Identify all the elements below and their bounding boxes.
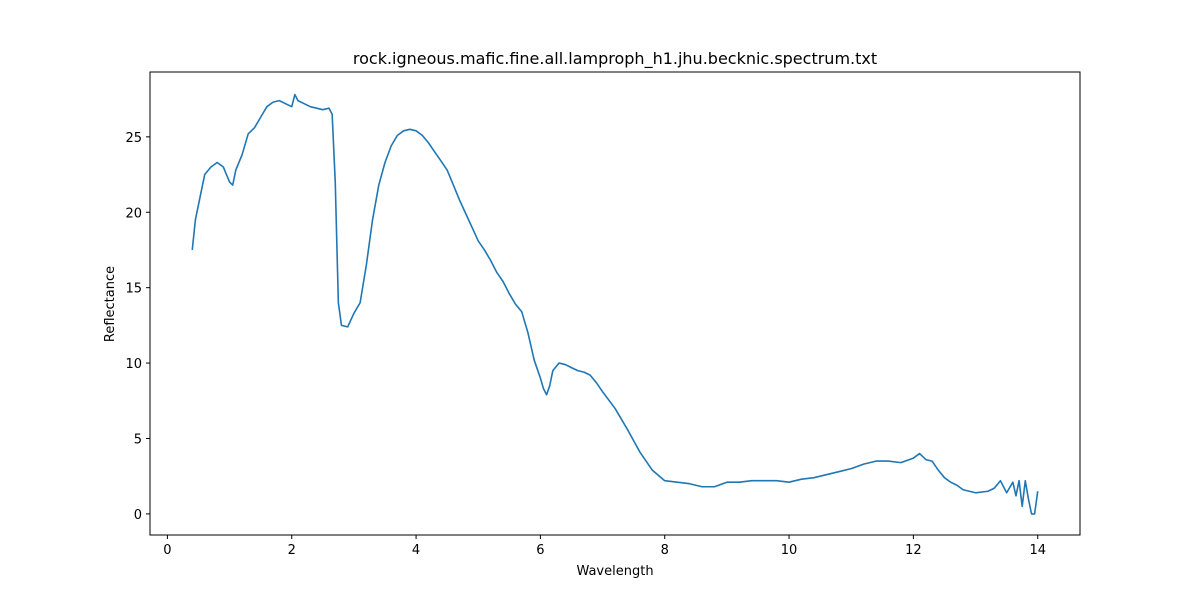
y-tick-label: 0 <box>134 508 142 523</box>
y-tick-label: 20 <box>125 206 142 221</box>
x-tick-label: 12 <box>905 543 922 558</box>
y-tick-label: 5 <box>134 432 142 447</box>
x-tick-label: 0 <box>163 543 171 558</box>
x-tick-label: 10 <box>781 543 798 558</box>
y-tick-label: 25 <box>125 131 142 146</box>
x-axis-label: Wavelength <box>576 564 653 579</box>
y-tick-label: 10 <box>125 357 142 372</box>
x-tick-label: 2 <box>288 543 296 558</box>
chart-title: rock.igneous.mafic.fine.all.lamproph_h1.… <box>353 49 877 69</box>
y-tick-label: 15 <box>125 282 142 297</box>
plot-frame <box>149 71 1081 536</box>
x-tick-label: 14 <box>1029 543 1046 558</box>
y-axis-label: Reflectance <box>103 266 118 342</box>
x-tick-label: 4 <box>412 543 420 558</box>
x-tick-label: 8 <box>661 543 669 558</box>
x-tick-label: 6 <box>536 543 544 558</box>
data-line <box>191 93 1039 515</box>
